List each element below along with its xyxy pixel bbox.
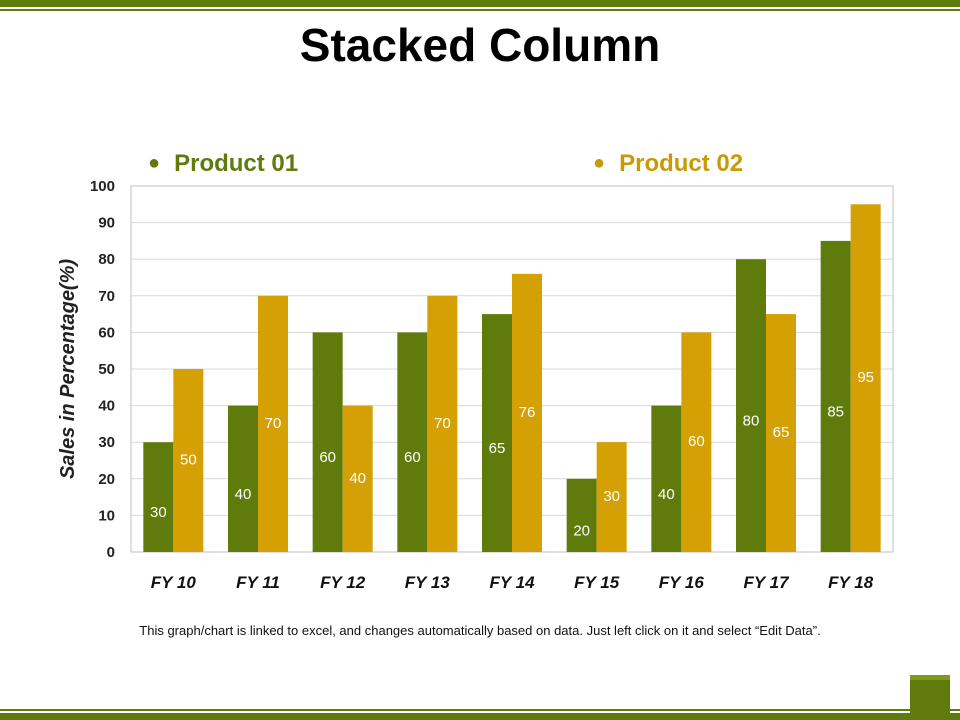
bar-product-02 <box>427 295 458 552</box>
data-label: 20 <box>573 522 590 539</box>
bar-product-01 <box>397 332 428 552</box>
x-tick-label: FY 10 <box>151 573 197 592</box>
data-label: 40 <box>349 470 366 487</box>
data-label: 80 <box>743 413 760 430</box>
x-tick-label: FY 16 <box>659 573 705 592</box>
bar-product-01 <box>143 442 174 552</box>
page-title: Stacked Column <box>299 19 661 71</box>
legend-item-product-01: ● Product 01 <box>148 150 298 178</box>
bar-product-02 <box>681 332 712 552</box>
data-label: 50 <box>180 452 197 469</box>
data-label: 60 <box>319 449 336 466</box>
legend-item-product-02: ● Product 02 <box>593 150 743 178</box>
bar-product-02 <box>850 204 881 553</box>
bar-product-01 <box>736 259 766 552</box>
y-tick-label: 30 <box>98 434 115 451</box>
bottom-accent-bar <box>0 713 960 720</box>
x-tick-label: FY 18 <box>828 573 874 592</box>
y-tick-label: 90 <box>98 215 115 232</box>
x-tick-label: FY 17 <box>743 573 790 592</box>
x-tick-label: FY 12 <box>320 573 366 592</box>
bar-product-02 <box>766 314 796 552</box>
x-tick-label: FY 14 <box>489 573 535 592</box>
corner-decoration <box>910 675 950 720</box>
bar-product-01 <box>566 478 597 552</box>
data-label: 30 <box>603 488 620 505</box>
data-label: 65 <box>773 424 790 441</box>
data-label: 60 <box>688 433 705 450</box>
bar-product-01 <box>228 405 258 552</box>
y-tick-label: 50 <box>98 361 115 378</box>
y-tick-label: 20 <box>98 471 115 488</box>
bar-product-02 <box>512 273 542 552</box>
bottom-accent-line <box>0 709 960 711</box>
bar-product-01 <box>312 332 343 552</box>
y-axis-title: Sales in Percentage(%) <box>57 259 79 479</box>
data-label: 70 <box>434 415 451 432</box>
data-label: 70 <box>265 415 282 432</box>
footer-note: This graph/chart is linked to excel, and… <box>139 623 821 638</box>
bar-product-01 <box>482 314 512 552</box>
y-tick-label: 100 <box>90 178 115 195</box>
data-label: 76 <box>519 404 536 421</box>
bar-product-02 <box>342 405 373 552</box>
data-label: 60 <box>404 449 421 466</box>
data-label: 95 <box>857 369 874 386</box>
top-accent-bar <box>0 0 960 7</box>
x-tick-label: FY 13 <box>405 573 451 592</box>
bar-product-01 <box>651 405 682 552</box>
legend-label: Product 02 <box>619 150 744 177</box>
bar-product-02 <box>258 295 288 552</box>
x-tick-label: FY 15 <box>574 573 620 592</box>
data-label: 40 <box>235 486 252 503</box>
data-label: 30 <box>150 504 167 521</box>
bar-product-02 <box>173 369 204 552</box>
bar-product-02 <box>596 442 627 552</box>
y-tick-label: 10 <box>98 507 115 524</box>
y-tick-label: 40 <box>98 398 115 415</box>
data-label: 40 <box>658 486 675 503</box>
y-tick-label: 80 <box>98 251 115 268</box>
bullet-icon: ● <box>593 152 606 174</box>
y-tick-label: 70 <box>98 288 115 305</box>
x-tick-label: FY 11 <box>236 573 280 592</box>
y-tick-label: 60 <box>98 324 115 341</box>
data-label: 85 <box>827 403 844 420</box>
top-accent-line <box>0 9 960 11</box>
legend-label: Product 01 <box>174 150 299 177</box>
bar-product-01 <box>820 240 851 552</box>
bullet-icon: ● <box>148 152 161 174</box>
data-label: 65 <box>489 440 506 457</box>
y-tick-label: 0 <box>107 544 115 561</box>
